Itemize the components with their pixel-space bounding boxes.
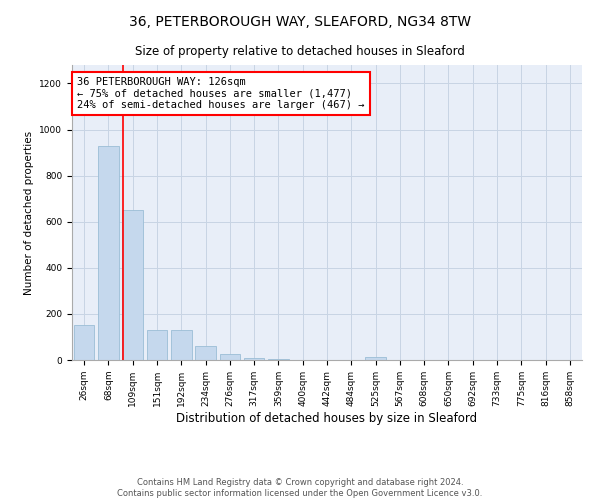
Bar (74, 326, 94, 360)
Bar (98, 146, 119, 360)
Bar (195, 346, 216, 360)
Text: Contains HM Land Registry data © Crown copyright and database right 2024.
Contai: Contains HM Land Registry data © Crown c… (118, 478, 482, 498)
Bar (171, 330, 191, 360)
Text: 36, PETERBOROUGH WAY, SLEAFORD, NG34 8TW: 36, PETERBOROUGH WAY, SLEAFORD, NG34 8TW (129, 15, 471, 29)
Text: 36 PETERBOROUGH WAY: 126sqm
← 75% of detached houses are smaller (1,477)
24% of : 36 PETERBOROUGH WAY: 126sqm ← 75% of det… (77, 77, 365, 110)
Bar (268, 359, 289, 360)
Text: Size of property relative to detached houses in Sleaford: Size of property relative to detached ho… (135, 45, 465, 58)
Bar (122, 210, 143, 360)
Bar (146, 330, 167, 360)
X-axis label: Distribution of detached houses by size in Sleaford: Distribution of detached houses by size … (176, 412, 478, 424)
Y-axis label: Number of detached properties: Number of detached properties (24, 130, 34, 294)
Bar (365, 356, 386, 360)
Bar (244, 358, 265, 360)
Bar (220, 354, 240, 360)
